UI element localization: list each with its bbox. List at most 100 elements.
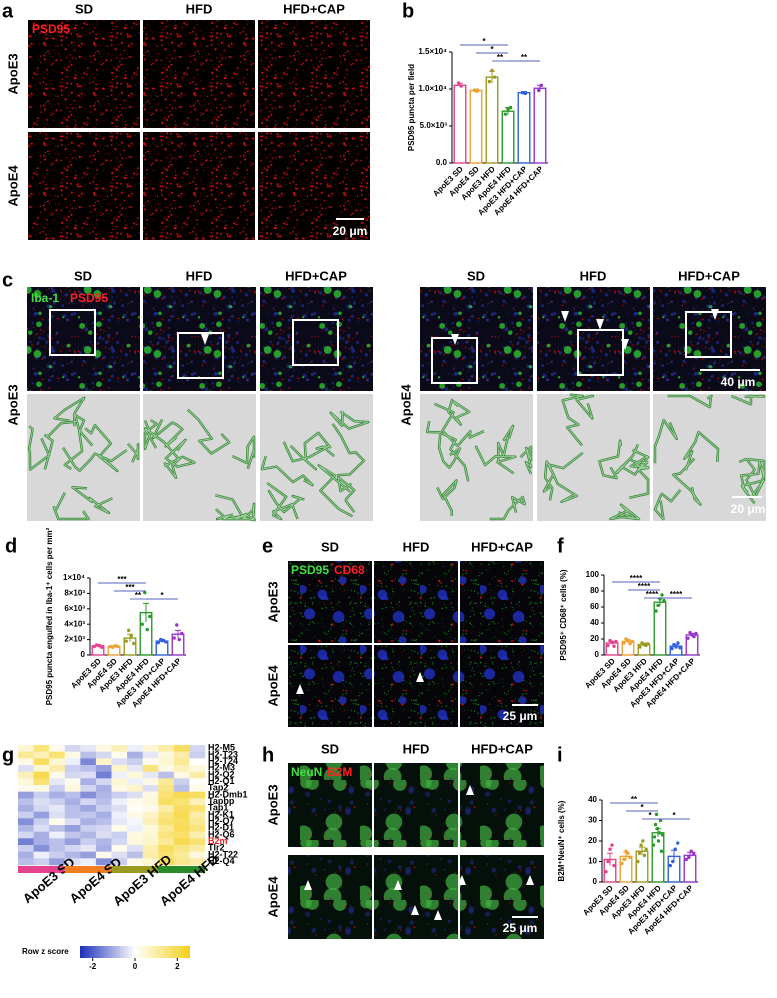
heatmap-cell <box>173 791 190 799</box>
heatmap-cell <box>189 811 206 819</box>
heatmap-cell <box>33 791 50 799</box>
micrograph <box>28 132 140 240</box>
data-point <box>610 640 614 644</box>
y-tick-label: 0 <box>595 650 600 659</box>
gene-label: H2-Dmb1 <box>208 789 248 799</box>
data-point <box>143 590 147 595</box>
data-point <box>656 839 661 843</box>
group-bar <box>158 866 205 873</box>
y-tick-label: 1.5×10⁴ <box>418 47 447 56</box>
heatmap-cell <box>142 791 159 799</box>
heatmap-cell <box>142 765 159 772</box>
heatmap-cell <box>80 811 97 819</box>
data-point <box>457 81 461 85</box>
heatmap-cell <box>189 745 206 752</box>
heatmap-cell <box>189 818 206 826</box>
data-point <box>662 598 666 603</box>
heatmap-cell <box>95 851 112 859</box>
micrograph <box>288 855 372 939</box>
data-point <box>164 640 168 644</box>
y-tick-label: 40 <box>590 618 599 627</box>
microglia-surface-inner <box>261 411 369 520</box>
y-tick-label: 0 <box>81 650 86 659</box>
heatmap-cell <box>80 751 97 759</box>
heatmap-cell <box>18 858 34 866</box>
heatmap-cell <box>158 818 175 826</box>
data-point <box>659 849 664 853</box>
data-point <box>487 79 492 84</box>
gene-label: Tap2 <box>208 783 228 793</box>
heatmap-cell <box>64 805 81 812</box>
row-label: ApoE4 <box>265 876 280 918</box>
heatmap-cell <box>18 805 34 812</box>
data-point <box>97 644 101 648</box>
y-axis-label: PSD95 puncta engulfed in Iba-1⁺ cells pe… <box>45 527 54 705</box>
heatmap-cell <box>158 765 175 772</box>
heatmap-cell <box>49 811 66 819</box>
micrograph <box>260 287 373 391</box>
data-point <box>639 843 643 847</box>
heatmap-cell <box>33 818 50 826</box>
heatmap-cell <box>33 785 50 792</box>
stain-label: B2M <box>327 765 352 779</box>
heatmap-cell <box>142 758 159 766</box>
y-tick-label: 80 <box>590 586 599 595</box>
heatmap-cell <box>158 805 175 812</box>
heatmap-cell <box>142 785 159 792</box>
data-point <box>612 644 616 648</box>
data-point <box>672 642 676 647</box>
heatmap-cell <box>127 798 143 806</box>
colorbar-label: Row z score <box>22 947 69 956</box>
heatmap-cell <box>18 818 34 826</box>
y-tick-label: 6×10³ <box>64 604 85 613</box>
y-tick-label: 4×10³ <box>64 619 85 628</box>
heatmap-cell <box>158 838 175 846</box>
data-point <box>686 636 690 640</box>
heatmap-cell <box>158 825 175 832</box>
data-point <box>684 857 688 862</box>
significance-label: * <box>482 37 486 46</box>
data-point <box>124 639 128 643</box>
heatmap-cell <box>142 745 159 752</box>
heatmap-cell <box>64 791 81 799</box>
heatmap-cell <box>64 798 81 806</box>
group-bar <box>111 866 159 873</box>
heatmap-cell <box>18 751 34 759</box>
heatmap-cell <box>49 825 66 832</box>
heatmap-cell <box>111 805 128 812</box>
heatmap-cell <box>158 758 175 766</box>
heatmap-cell <box>158 751 175 759</box>
micrograph <box>288 763 372 847</box>
row-label: ApoE3 <box>265 581 280 622</box>
heatmap-cell <box>33 805 50 812</box>
bar <box>501 110 515 164</box>
panel-letter: g <box>2 744 14 766</box>
error-bar <box>639 846 645 856</box>
heatmap-cell <box>189 751 206 759</box>
data-point <box>116 644 120 649</box>
data-point <box>506 107 510 111</box>
micrograph <box>460 561 544 643</box>
data-point <box>161 638 165 643</box>
heatmap-cell <box>80 851 97 859</box>
heatmap-cell <box>64 758 81 766</box>
heatmap-cell <box>142 771 159 779</box>
data-point <box>692 634 696 639</box>
gene-label: H2-D1 <box>208 823 234 833</box>
heatmap-cell <box>173 838 190 846</box>
heatmap-cell <box>111 811 128 819</box>
heatmap-cell <box>33 811 50 819</box>
data-point <box>638 645 642 649</box>
panel-letter: f <box>557 535 564 557</box>
render-3d <box>537 394 650 521</box>
row-label: ApoE3 <box>5 384 20 425</box>
heatmap-cell <box>49 831 66 839</box>
data-point <box>652 835 657 839</box>
gene-label: H2-M3 <box>208 763 235 773</box>
micrograph <box>28 20 140 128</box>
y-tick-label: 1.0×10⁴ <box>418 84 447 93</box>
data-point <box>127 628 131 633</box>
heatmap-cell <box>189 758 206 766</box>
heatmap-cell <box>64 785 81 792</box>
